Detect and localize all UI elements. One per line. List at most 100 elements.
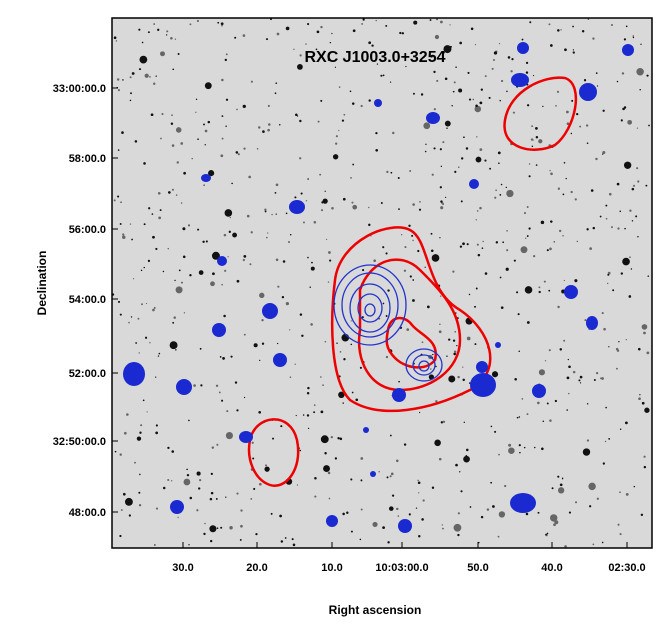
star bbox=[180, 142, 184, 145]
star bbox=[169, 341, 178, 350]
star bbox=[435, 18, 439, 21]
star bbox=[137, 317, 140, 320]
star bbox=[640, 513, 644, 517]
star bbox=[361, 316, 364, 319]
star bbox=[338, 391, 345, 399]
star bbox=[561, 478, 564, 480]
star bbox=[451, 105, 453, 107]
star bbox=[632, 184, 636, 187]
star bbox=[408, 513, 411, 516]
star bbox=[204, 82, 212, 90]
star bbox=[616, 349, 620, 352]
star bbox=[155, 247, 158, 251]
star bbox=[442, 51, 445, 54]
star bbox=[601, 312, 604, 315]
star bbox=[398, 208, 400, 211]
star bbox=[616, 80, 619, 83]
red-contours bbox=[247, 76, 578, 487]
star bbox=[623, 106, 627, 109]
star bbox=[113, 36, 117, 40]
star bbox=[411, 234, 414, 237]
star bbox=[129, 76, 132, 79]
star bbox=[167, 446, 170, 450]
star bbox=[430, 368, 432, 370]
star bbox=[331, 206, 334, 210]
star bbox=[546, 534, 548, 537]
star bbox=[479, 148, 483, 152]
star bbox=[235, 151, 239, 154]
star bbox=[474, 343, 477, 346]
star bbox=[183, 171, 186, 175]
star bbox=[250, 231, 253, 234]
star bbox=[627, 119, 633, 125]
star bbox=[138, 491, 141, 494]
star bbox=[305, 200, 308, 202]
star bbox=[262, 130, 265, 133]
star bbox=[434, 439, 441, 447]
star bbox=[221, 399, 224, 402]
star bbox=[576, 112, 579, 116]
star bbox=[574, 279, 578, 283]
star bbox=[139, 431, 142, 434]
star bbox=[566, 122, 570, 126]
star bbox=[253, 343, 258, 348]
star bbox=[466, 336, 471, 341]
star bbox=[532, 74, 535, 77]
star bbox=[276, 342, 279, 345]
star bbox=[468, 98, 472, 101]
star bbox=[457, 166, 460, 169]
star bbox=[342, 57, 346, 60]
star bbox=[293, 48, 295, 51]
star bbox=[462, 378, 465, 382]
star bbox=[385, 24, 388, 27]
star bbox=[592, 226, 596, 230]
x-tick-label: 02:30.0 bbox=[608, 562, 645, 574]
star bbox=[475, 104, 478, 108]
star bbox=[203, 532, 206, 536]
star bbox=[259, 359, 261, 362]
star bbox=[143, 162, 146, 165]
star bbox=[531, 145, 534, 147]
star bbox=[548, 349, 551, 352]
star bbox=[551, 487, 554, 490]
star bbox=[252, 457, 255, 460]
star bbox=[596, 85, 599, 87]
star bbox=[300, 192, 303, 195]
star bbox=[172, 68, 175, 71]
star bbox=[467, 71, 470, 74]
star bbox=[199, 347, 202, 350]
star bbox=[191, 157, 193, 160]
star bbox=[563, 162, 566, 164]
star bbox=[585, 124, 589, 127]
star bbox=[579, 382, 582, 384]
star bbox=[593, 378, 596, 381]
star bbox=[521, 38, 524, 41]
star bbox=[548, 289, 551, 292]
star bbox=[307, 178, 309, 180]
star bbox=[558, 229, 562, 233]
star bbox=[323, 465, 330, 473]
star bbox=[530, 138, 534, 141]
star bbox=[172, 321, 175, 324]
star bbox=[457, 375, 460, 379]
star bbox=[390, 472, 394, 476]
star bbox=[584, 319, 587, 322]
star bbox=[174, 279, 176, 282]
star bbox=[129, 99, 132, 102]
star bbox=[466, 243, 469, 246]
star bbox=[453, 81, 456, 84]
star bbox=[171, 188, 174, 191]
star bbox=[248, 175, 251, 179]
star bbox=[189, 23, 192, 26]
star bbox=[268, 123, 271, 126]
x-tick-label: 30.0 bbox=[172, 562, 193, 574]
star bbox=[518, 416, 521, 418]
star bbox=[514, 378, 517, 381]
star bbox=[431, 254, 440, 262]
star bbox=[275, 82, 278, 84]
star bbox=[161, 112, 164, 116]
star bbox=[327, 471, 331, 475]
star bbox=[412, 299, 415, 302]
star bbox=[171, 450, 175, 453]
star bbox=[637, 236, 639, 238]
